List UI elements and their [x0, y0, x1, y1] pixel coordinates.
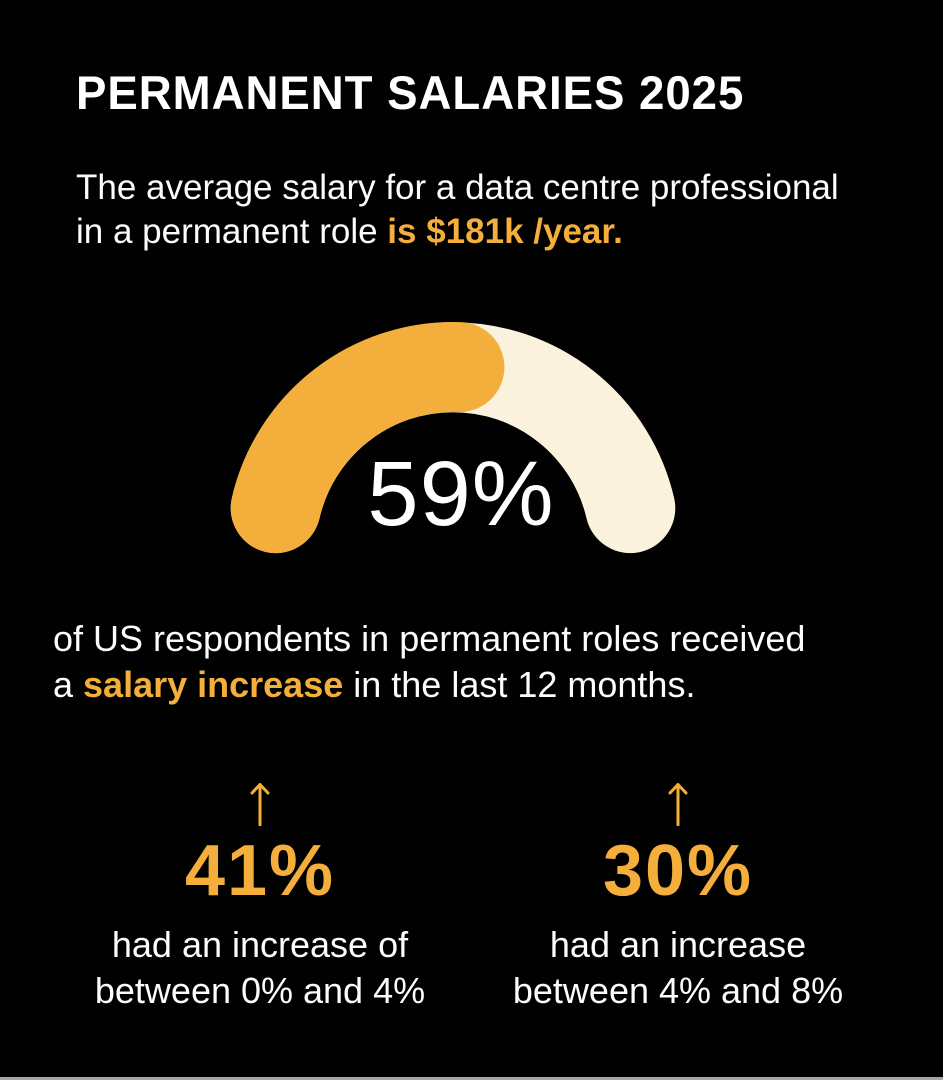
stat-description: had an increase between 4% and 8%: [508, 922, 848, 1014]
bottom-edge-bar: [0, 1077, 943, 1080]
gauge-caption-line2-post: in the last 12 months.: [343, 664, 696, 705]
stat-value: 41%: [184, 831, 336, 911]
intro-paragraph: The average salary for a data centre pro…: [76, 166, 839, 254]
page-title: PERMANENT SALARIES 2025: [76, 66, 745, 119]
stat-description-line1: had an increase: [549, 924, 807, 965]
intro-line2: in a permanent role: [76, 212, 388, 251]
intro-highlight: is $181k /year.: [387, 212, 623, 251]
gauge-center-value: 59%: [367, 443, 555, 545]
stat-description-line2: between 0% and 4%: [94, 970, 426, 1011]
gauge-value-arc: [230, 322, 505, 554]
gauge-chart: 59%: [224, 320, 682, 556]
gauge-caption: of US respondents in permanent roles rec…: [53, 616, 805, 708]
stat-value: 30%: [602, 831, 754, 911]
intro-line1: The average salary for a data centre pro…: [76, 168, 839, 207]
stat-description-line2: between 4% and 8%: [512, 970, 844, 1011]
stat-block-4-8: 30% had an increase between 4% and 8%: [508, 780, 848, 1014]
up-arrow-icon: [668, 783, 688, 826]
stat-description-line1: had an increase of: [111, 924, 409, 965]
gauge-caption-highlight: salary increase: [83, 664, 344, 705]
stat-description: had an increase of between 0% and 4%: [90, 922, 430, 1014]
gauge-caption-line2-pre: a: [53, 664, 84, 705]
up-arrow-icon: [250, 783, 270, 826]
stat-block-0-4: 41% had an increase of between 0% and 4%: [90, 780, 430, 1014]
gauge-arc-svg: [230, 322, 676, 554]
gauge-caption-line1: of US respondents in permanent roles rec…: [53, 618, 806, 659]
